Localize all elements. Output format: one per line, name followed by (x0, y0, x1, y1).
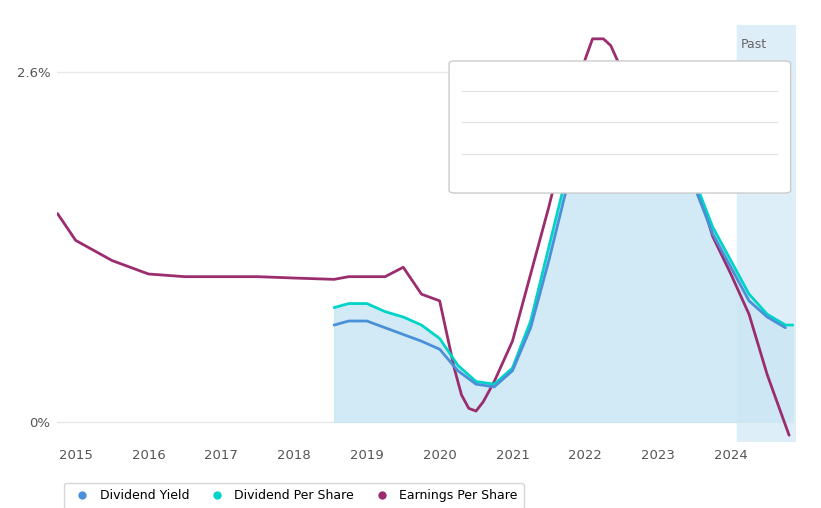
Text: Dividend Yield: Dividend Yield (469, 102, 553, 115)
Text: Past: Past (741, 38, 767, 51)
Text: Dividend Per Share: Dividend Per Share (469, 132, 582, 145)
Text: Oct 04 2024: Oct 04 2024 (469, 76, 558, 89)
Legend: Dividend Yield, Dividend Per Share, Earnings Per Share: Dividend Yield, Dividend Per Share, Earn… (64, 483, 524, 508)
Text: CN¥0.086 /yr: CN¥0.086 /yr (620, 132, 697, 145)
Text: No data: No data (620, 163, 666, 176)
Bar (736, 25, 796, 442)
Text: 0.7% /yr: 0.7% /yr (620, 102, 669, 115)
FancyBboxPatch shape (449, 61, 791, 193)
Text: Earnings Per Share: Earnings Per Share (469, 163, 580, 176)
